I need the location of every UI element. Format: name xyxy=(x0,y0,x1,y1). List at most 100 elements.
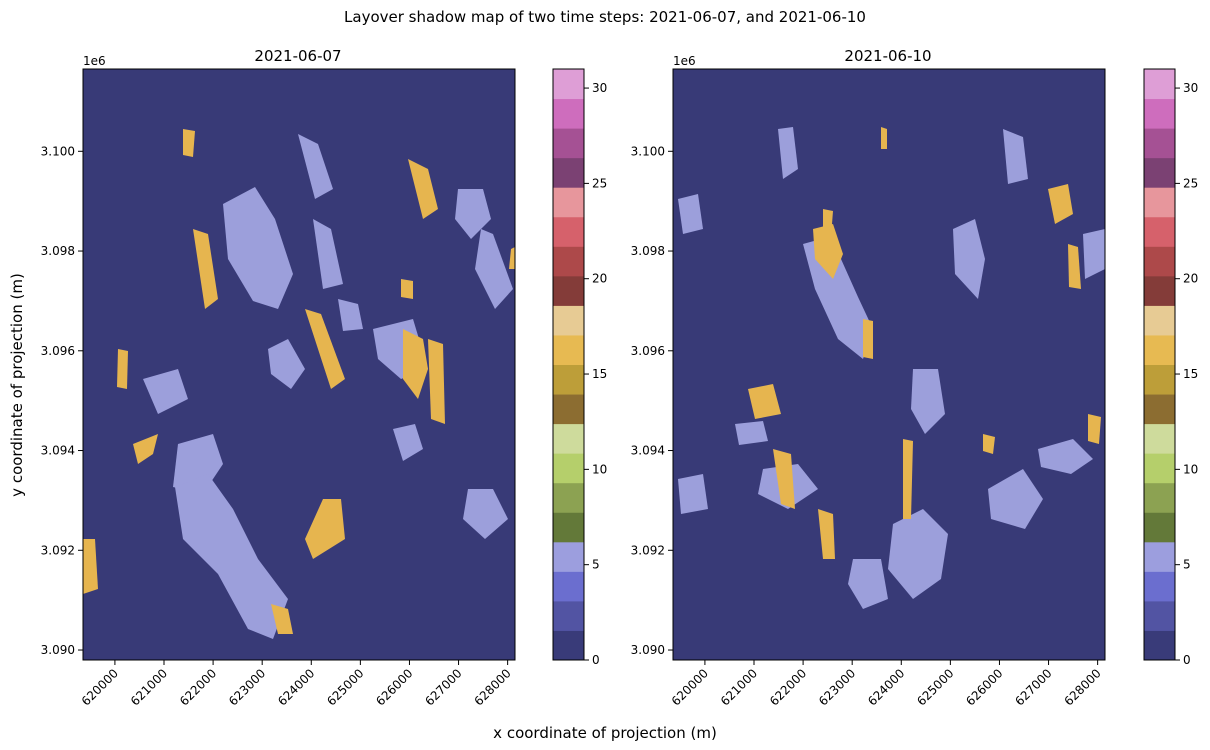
colorbar-band xyxy=(553,453,584,484)
shadow-region xyxy=(401,279,413,299)
colorbar-band xyxy=(553,334,584,365)
shadow-region xyxy=(83,539,98,594)
y-tick-label: 3.098 xyxy=(631,244,665,258)
colorbar-band xyxy=(553,275,584,306)
colorbar-tick-label: 15 xyxy=(1183,367,1198,381)
shadow-region xyxy=(117,349,128,389)
shadow-region xyxy=(863,319,873,359)
colorbar-tick-label: 10 xyxy=(1183,462,1198,476)
colorbar-tick-label: 25 xyxy=(592,176,607,190)
colorbar-band xyxy=(553,482,584,513)
colorbar-band xyxy=(1144,98,1175,129)
colorbar-band xyxy=(1144,630,1175,661)
y-tick-label: 3.090 xyxy=(631,643,665,657)
y-tick-label: 3.098 xyxy=(41,244,75,258)
x-tick-label: 628000 xyxy=(1061,666,1103,708)
x-tick-label: 624000 xyxy=(275,666,317,708)
colorbar-band xyxy=(1144,512,1175,543)
colorbar-tick-label: 30 xyxy=(1183,81,1198,95)
shadow-region xyxy=(305,309,345,389)
shadow-region xyxy=(408,159,438,219)
colorbar-band xyxy=(1144,453,1175,484)
y-axis-group: 3.090 3.092 3.094 3.096 3.098 3.100 xyxy=(631,144,673,657)
x-tick-label: 620000 xyxy=(79,666,121,708)
y-tick-label: 3.094 xyxy=(631,444,665,458)
colorbar-band xyxy=(553,512,584,543)
y-tick-label: 3.092 xyxy=(41,543,75,557)
colorbar-band xyxy=(553,394,584,425)
x-axis-group: 620000 621000 622000 623000 624000 625000 6260… xyxy=(669,660,1104,709)
colorbar-tick-label: 0 xyxy=(592,653,600,667)
colorbar-band xyxy=(553,364,584,395)
layover-region xyxy=(735,421,768,445)
x-tick-label: 625000 xyxy=(324,666,366,708)
layover-region xyxy=(778,127,798,179)
x-tick-label: 621000 xyxy=(128,666,170,708)
figure-ylabel: y coordinate of projection (m) xyxy=(8,273,26,497)
colorbar-band xyxy=(1144,541,1175,572)
colorbar-band xyxy=(553,541,584,572)
x-axis-group: 620000 621000 622000 623000 624000 625000 6260… xyxy=(79,660,514,709)
layover-region xyxy=(175,474,288,639)
panel-right: 2021-06-10 1e6 620000 621000 622000 623000 6… xyxy=(631,47,1199,709)
x-tick-label: 622000 xyxy=(767,666,809,708)
x-tick-label: 620000 xyxy=(669,666,711,708)
x-tick-label: 623000 xyxy=(816,666,858,708)
colorbar-band xyxy=(553,305,584,336)
colorbar-band xyxy=(1144,187,1175,218)
layover-region xyxy=(1083,229,1105,279)
colorbar-band xyxy=(1144,334,1175,365)
colorbar-tick-label: 25 xyxy=(1183,176,1198,190)
axes-frame xyxy=(672,68,1106,661)
y-tick-label: 3.092 xyxy=(631,543,665,557)
layover-region xyxy=(1003,129,1028,184)
colorbar-tick-label: 0 xyxy=(1183,653,1191,667)
colorbar-band xyxy=(1144,157,1175,188)
colorbar-band xyxy=(1144,600,1175,631)
layover-region xyxy=(911,369,945,434)
layover-region xyxy=(475,229,513,309)
y-tick-label: 3.100 xyxy=(41,144,75,158)
y-tick-label: 3.096 xyxy=(631,344,665,358)
colorbar-band xyxy=(553,246,584,277)
layover-region xyxy=(988,469,1043,529)
shadow-region xyxy=(813,224,843,279)
colorbar-band xyxy=(1144,394,1175,425)
colorbar-frame xyxy=(1143,68,1176,661)
layover-region xyxy=(1038,439,1093,474)
y-tick-label: 3.094 xyxy=(41,444,75,458)
colorbar-tick-label: 20 xyxy=(592,272,607,286)
shadow-region xyxy=(823,209,833,237)
layover-region xyxy=(338,299,363,331)
colorbar-band xyxy=(1144,571,1175,602)
shadow-region xyxy=(509,247,515,269)
shadow-region xyxy=(1088,414,1101,444)
y-tick-label: 3.090 xyxy=(41,643,75,657)
x-tick-label: 625000 xyxy=(914,666,956,708)
layover-region xyxy=(223,187,293,309)
colorbar-tick-label: 15 xyxy=(592,367,607,381)
x-tick-label: 623000 xyxy=(226,666,268,708)
layover-region xyxy=(678,474,708,514)
colorbar-band xyxy=(1144,423,1175,454)
shadow-region xyxy=(403,329,428,399)
layover-region xyxy=(678,194,703,234)
layover-region xyxy=(463,489,508,539)
shadow-region xyxy=(183,129,195,157)
shadow-region xyxy=(903,439,913,519)
layover-region xyxy=(143,369,188,414)
shadow-region xyxy=(133,434,158,464)
shadow-region xyxy=(818,509,835,559)
colorbar-band xyxy=(553,128,584,159)
x-tick-label: 628000 xyxy=(471,666,513,708)
shadow-region xyxy=(428,339,445,424)
y-tick-label: 3.096 xyxy=(41,344,75,358)
x-tick-label: 627000 xyxy=(1012,666,1054,708)
colorbar-tick-label: 5 xyxy=(1183,558,1191,572)
y-tick-label: 3.100 xyxy=(631,144,665,158)
x-tick-label: 621000 xyxy=(718,666,760,708)
map-image-group xyxy=(82,68,516,661)
colorbar-band xyxy=(553,600,584,631)
colorbar-band xyxy=(553,69,584,100)
